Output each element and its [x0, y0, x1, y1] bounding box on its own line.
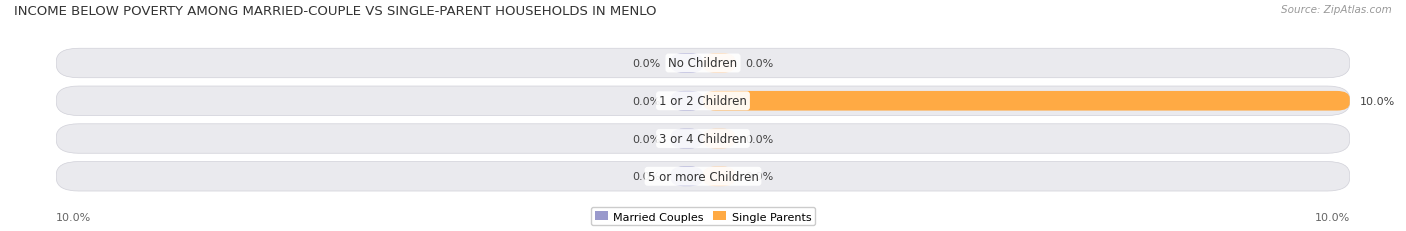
FancyBboxPatch shape	[671, 91, 703, 111]
Text: 0.0%: 0.0%	[745, 134, 773, 144]
FancyBboxPatch shape	[671, 129, 703, 149]
Text: 0.0%: 0.0%	[633, 96, 661, 106]
Text: 10.0%: 10.0%	[56, 212, 91, 222]
FancyBboxPatch shape	[703, 54, 735, 73]
FancyBboxPatch shape	[56, 162, 1350, 191]
FancyBboxPatch shape	[56, 49, 1350, 78]
FancyBboxPatch shape	[671, 54, 703, 73]
Text: 0.0%: 0.0%	[633, 172, 661, 182]
Text: 10.0%: 10.0%	[1315, 212, 1350, 222]
Text: 5 or more Children: 5 or more Children	[648, 170, 758, 183]
Legend: Married Couples, Single Parents: Married Couples, Single Parents	[591, 207, 815, 225]
FancyBboxPatch shape	[671, 167, 703, 186]
FancyBboxPatch shape	[703, 91, 1350, 111]
Text: 0.0%: 0.0%	[745, 172, 773, 182]
Text: 0.0%: 0.0%	[745, 59, 773, 69]
Text: 1 or 2 Children: 1 or 2 Children	[659, 95, 747, 108]
Text: INCOME BELOW POVERTY AMONG MARRIED-COUPLE VS SINGLE-PARENT HOUSEHOLDS IN MENLO: INCOME BELOW POVERTY AMONG MARRIED-COUPL…	[14, 5, 657, 18]
FancyBboxPatch shape	[703, 167, 735, 186]
FancyBboxPatch shape	[56, 87, 1350, 116]
Text: No Children: No Children	[668, 57, 738, 70]
Text: 0.0%: 0.0%	[633, 59, 661, 69]
Text: Source: ZipAtlas.com: Source: ZipAtlas.com	[1281, 5, 1392, 15]
Text: 10.0%: 10.0%	[1360, 96, 1395, 106]
FancyBboxPatch shape	[703, 129, 735, 149]
FancyBboxPatch shape	[56, 124, 1350, 154]
Text: 3 or 4 Children: 3 or 4 Children	[659, 132, 747, 145]
Text: 0.0%: 0.0%	[633, 134, 661, 144]
